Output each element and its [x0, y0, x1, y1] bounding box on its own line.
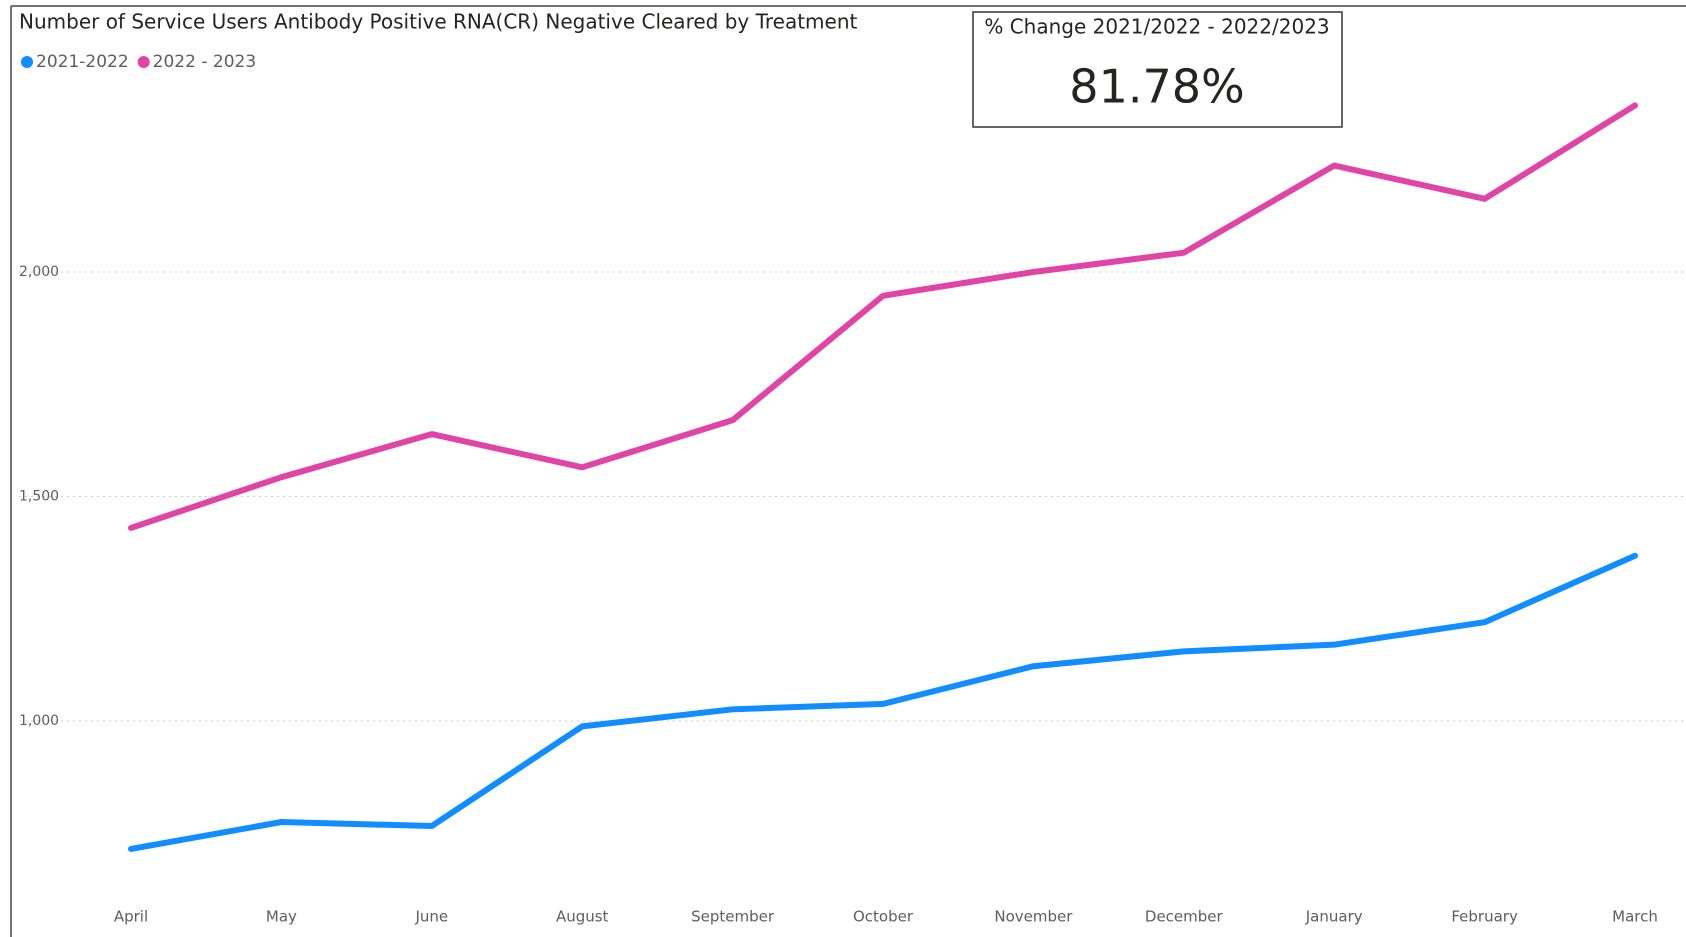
x-tick-label: January [1305, 908, 1363, 926]
series-line [128, 102, 1638, 531]
legend-marker [137, 56, 150, 68]
card-title: % Change 2021/2022 - 2022/2023 [984, 15, 1329, 39]
x-tick-label: September [691, 908, 775, 926]
x-tick-label: April [114, 908, 148, 926]
x-tick-label: November [994, 908, 1073, 926]
x-tick-label: October [853, 908, 914, 926]
chart-title: Number of Service Users Antibody Positiv… [19, 10, 858, 34]
x-tick-label: February [1451, 908, 1518, 926]
x-tick-label: December [1145, 908, 1224, 926]
y-tick-label: 2,000 [19, 264, 59, 280]
x-tick-label: August [556, 908, 609, 926]
x-tick-label: June [414, 908, 448, 926]
legend-label: 2021-2022 [36, 52, 129, 72]
x-tick-label: March [1612, 908, 1658, 926]
card [972, 11, 1343, 128]
series-line [128, 552, 1638, 852]
y-tick-label: 1,000 [19, 713, 59, 729]
card-value: 81.78% [1069, 60, 1244, 114]
legend-marker [21, 56, 33, 68]
x-tick-label: May [266, 908, 297, 926]
legend-label: 2022 - 2023 [153, 52, 256, 72]
y-tick-label: 1,500 [19, 488, 59, 504]
